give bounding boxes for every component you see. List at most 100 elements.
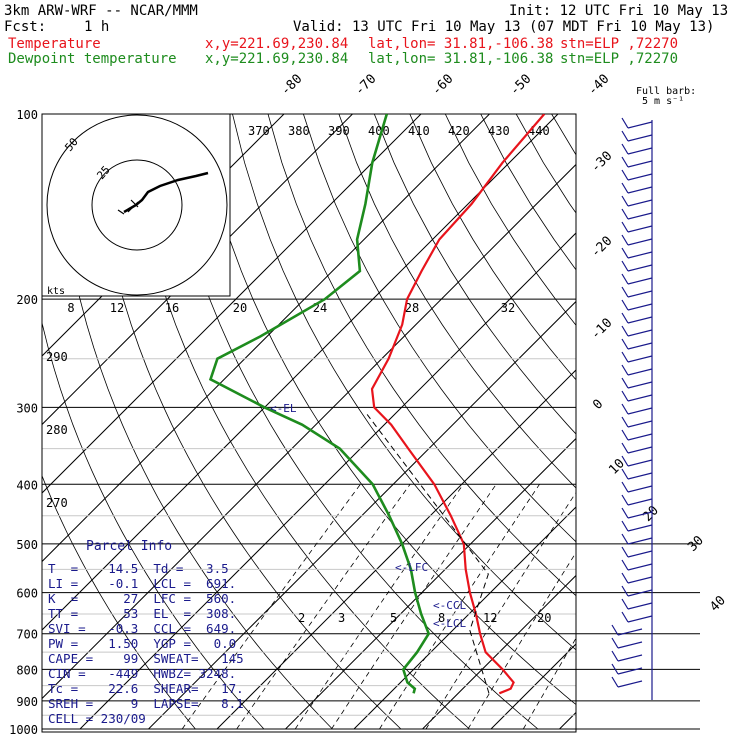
- dry-adiabat-line: [729, 114, 740, 729]
- isotherm-line: [42, 114, 353, 426]
- mixing-ratio-label: 3: [338, 611, 345, 625]
- isotherm-line: [148, 300, 576, 730]
- adiabat-label: 280: [46, 423, 68, 437]
- hodograph-trace: [123, 171, 209, 214]
- wind-barb: [627, 537, 653, 545]
- dry-adiabat-line: [444, 114, 576, 326]
- temperature-xy: x,y=221.69,230.84: [205, 36, 349, 52]
- pressure-tick-label: 100: [16, 108, 38, 122]
- isotherm-line: [422, 574, 576, 730]
- wind-barb: [611, 624, 619, 636]
- wind-barb: [621, 585, 629, 597]
- pressure-tick-label: 1000: [9, 723, 38, 737]
- parcel-row: CAPE = 99 SWEAT= 145: [48, 651, 244, 666]
- parcel-row: SREH = 9 LAPSE= 8.1: [48, 696, 244, 711]
- storm-motion-mark: [117, 199, 139, 215]
- wind-barb: [627, 134, 653, 142]
- wind-barb: [627, 433, 653, 441]
- wind-barb: [621, 260, 629, 272]
- wind-barb: [627, 316, 653, 324]
- temperature-axis-label: 20: [233, 301, 247, 315]
- level-marker: <-CCL: [433, 599, 466, 612]
- parcel-row: SVI = -0.3 CCL = 649.: [48, 621, 237, 636]
- wind-barb: [621, 468, 629, 480]
- parcel-row: LI = -0.1 LCL = 691.: [48, 576, 237, 591]
- pressure-tick-label: 300: [16, 401, 38, 415]
- wind-barb: [621, 481, 629, 493]
- isotherm-line: [285, 437, 576, 730]
- wind-barb: [617, 641, 643, 649]
- dry-adiabat-line: [693, 114, 740, 729]
- theta-label: 390: [328, 124, 350, 138]
- mixing-ratio-label: 20: [537, 611, 551, 625]
- wind-barb: [621, 273, 629, 285]
- wind-barb: [611, 637, 619, 649]
- wind-barb: [627, 576, 653, 584]
- init-time: Init: 12 UTC Fri 10 May 13: [509, 3, 729, 19]
- valid-time: Valid: 13 UTC Fri 10 May 13 (07 MDT Fri …: [293, 19, 715, 35]
- wind-barb: [621, 442, 629, 454]
- wind-barb: [617, 628, 643, 636]
- isotherm-line: [42, 114, 422, 494]
- dry-adiabat-line: [373, 114, 576, 435]
- wind-barb: [617, 667, 643, 675]
- hodograph-units: kts: [47, 286, 65, 297]
- isotherm-label: 30: [685, 533, 707, 555]
- pressure-tick-label: 200: [16, 293, 38, 307]
- wind-barb: [611, 650, 619, 662]
- wind-barb: [627, 225, 653, 233]
- temperature-axis-label: 16: [165, 301, 179, 315]
- wind-barb: [627, 121, 653, 129]
- temperature-latlon: lat,lon= 31.81,-106.38: [368, 36, 554, 52]
- wind-barb: [621, 247, 629, 259]
- dewpoint-curve: [208, 114, 431, 694]
- wind-barb: [621, 559, 629, 571]
- wind-barb: [621, 234, 629, 246]
- dewpoint-latlon: lat,lon= 31.81,-106.38: [368, 51, 554, 67]
- mixing-ratio-label: 12: [483, 611, 497, 625]
- level-marker: <-LCL: [433, 617, 466, 630]
- dry-adiabat-line: [338, 114, 576, 489]
- wind-barb: [621, 351, 629, 363]
- adiabat-label: 290: [46, 350, 68, 364]
- wind-barb: [627, 368, 653, 376]
- model-title: 3km ARW-WRF -- NCAR/MMM: [4, 3, 198, 19]
- wind-barb: [627, 459, 653, 467]
- wind-barb: [621, 195, 629, 207]
- dewpoint-xy: x,y=221.69,230.84: [205, 51, 349, 67]
- isotherm-label: -20: [588, 234, 615, 261]
- wind-barb: [627, 550, 653, 558]
- theta-label: 420: [448, 124, 470, 138]
- forecast-label: Fcst:: [4, 19, 47, 35]
- hodograph-ring: [46, 114, 228, 296]
- isotherm-line: [353, 506, 576, 730]
- mixing-ratio-label: 5: [390, 611, 397, 625]
- wind-barb: [621, 169, 629, 181]
- plot-frame: [41, 113, 577, 733]
- wind-barb: [627, 251, 653, 259]
- wind-barb: [627, 485, 653, 493]
- pressure-tick-label: 500: [16, 538, 38, 552]
- wind-barb: [627, 381, 653, 389]
- wind-barb: [621, 598, 629, 610]
- hodograph-ring: [91, 159, 183, 251]
- wind-barb: [621, 143, 629, 155]
- dry-adiabat-line: [587, 114, 740, 729]
- wind-barb: [627, 394, 653, 402]
- wind-barb: [627, 147, 653, 155]
- mixing-ratio-line: [236, 484, 411, 730]
- wind-barb: [627, 407, 653, 415]
- wind-barb: [627, 355, 653, 363]
- theta-label: 370: [248, 124, 270, 138]
- isotherm-line: [42, 114, 559, 631]
- pressure-tick-label: 700: [16, 628, 38, 642]
- wind-barb: [627, 420, 653, 428]
- isotherm-label: -60: [429, 72, 456, 99]
- isotherm-label: -80: [278, 72, 305, 99]
- wind-barb: [621, 403, 629, 415]
- wind-barb: [617, 680, 643, 688]
- dry-adiabat-line: [551, 114, 576, 156]
- dry-adiabat-line: [480, 114, 576, 271]
- header: 3km ARW-WRF -- NCAR/MMM Init: 12 UTC Fri…: [0, 0, 740, 70]
